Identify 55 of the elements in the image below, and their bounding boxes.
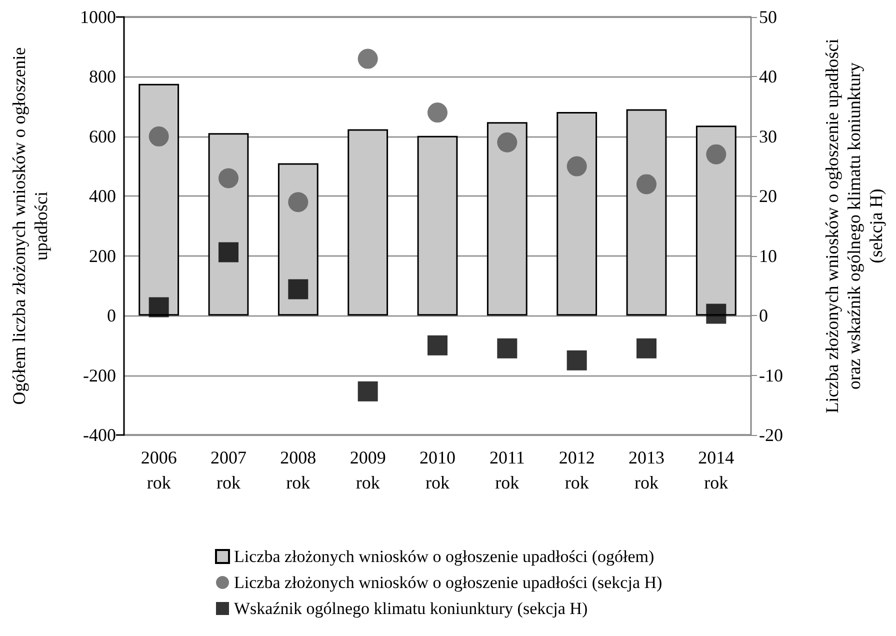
x-tick-label: 2006 rok	[140, 448, 177, 492]
y2-tick-label: 40	[759, 66, 777, 87]
y2-tick-label: 20	[759, 186, 777, 206]
point	[148, 297, 169, 318]
y-tick-label: 800	[89, 66, 116, 87]
point	[636, 174, 656, 194]
point	[218, 242, 238, 262]
point	[148, 126, 169, 146]
x-tick-label: 2008 rok	[280, 448, 316, 492]
point	[218, 168, 238, 188]
bar	[208, 133, 249, 316]
y2-tick-label: 10	[759, 246, 777, 266]
bar	[626, 109, 667, 316]
x-tick-label: 2014 rok	[698, 448, 734, 492]
point	[636, 338, 656, 358]
x-tick-label: 2011 rok	[489, 448, 525, 492]
y-tick-label: -200	[83, 365, 116, 386]
y2-tick-label: 0	[759, 306, 768, 326]
point	[358, 381, 378, 402]
bar	[138, 84, 180, 316]
y2-tick-label: 50	[759, 7, 777, 27]
y-tick-label: 400	[89, 186, 116, 206]
y2-tick-label: -20	[759, 425, 783, 445]
x-tick-label: 2010 rok	[420, 448, 456, 492]
y-tick-label: 1000	[80, 7, 116, 27]
y2-tick-label: 30	[759, 126, 777, 146]
point	[358, 48, 378, 69]
x-tick-label: 2012 rok	[558, 448, 595, 492]
y-tick-label: 600	[89, 126, 116, 146]
bar	[417, 136, 458, 316]
point	[288, 192, 308, 212]
point	[706, 304, 726, 324]
point	[706, 144, 726, 164]
legend-label: Liczba złożonych wniosków o ogłoszenie upadłości (ogółem)	[234, 547, 654, 566]
y-axis-title: Ogółem liczba złożonych wniosków o ogłoszenie upadłości	[9, 47, 51, 405]
bar	[348, 129, 388, 316]
x-tick-label: 2007 rok	[210, 448, 246, 492]
point	[428, 102, 448, 123]
point	[566, 350, 587, 370]
bar	[486, 122, 528, 316]
y-tick-label: 200	[89, 246, 116, 266]
y-tick-label: -400	[83, 425, 116, 445]
point	[288, 279, 308, 300]
y2-tick-label: -10	[759, 365, 783, 386]
point	[497, 338, 518, 358]
point	[566, 156, 587, 176]
x-tick-label: 2009 rok	[350, 448, 386, 492]
point	[497, 132, 518, 152]
point	[428, 335, 448, 356]
x-tick-label: 2013 rok	[628, 448, 664, 492]
bar	[556, 112, 598, 316]
legend-label: Liczba złożonych wniosków o ogłoszenie upadłości (sekcja H)	[234, 573, 662, 592]
y-tick-label: 0	[107, 306, 116, 326]
legend-label: Wskaźnik ogólnego klimatu koniunktury (sekcja H)	[234, 599, 588, 618]
y2-axis-title: Liczba złożonych wniosków o ogłoszenie upadłości oraz wskaźnik ogólnego klimatu koniunktury (sekcja H)	[822, 38, 886, 414]
